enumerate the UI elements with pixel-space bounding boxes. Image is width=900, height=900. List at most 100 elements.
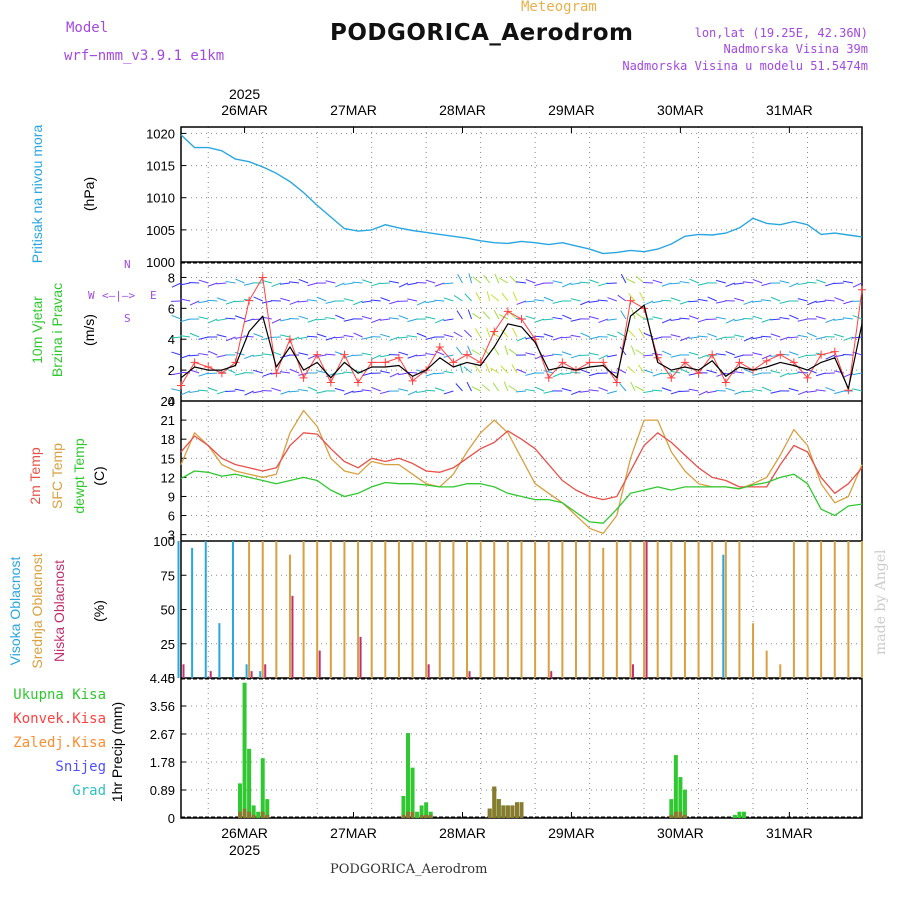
wind-barb <box>606 282 617 285</box>
precip-total-bar <box>732 814 737 818</box>
wind-barb <box>680 368 690 374</box>
wind-barb <box>797 354 808 359</box>
x-tick-label-bottom: 31MAR <box>766 825 813 841</box>
cloud-bar <box>245 664 248 678</box>
wind-barb <box>343 282 354 286</box>
wind-gust-marker <box>858 285 866 294</box>
wind-barb <box>643 390 654 394</box>
wind-barb <box>361 352 372 356</box>
precip-total-bar <box>401 795 406 818</box>
wind-barb <box>361 315 372 320</box>
cloud-bar <box>493 541 496 678</box>
wind-barb <box>543 370 554 374</box>
wind-gust-marker <box>817 350 826 359</box>
wind-barb <box>588 300 599 303</box>
precip-total-bar <box>737 811 742 818</box>
wind-barb <box>434 372 445 375</box>
wind-barb <box>806 390 817 393</box>
x-tick-label-top: 30MAR <box>657 102 704 118</box>
y-tick-label: 2 <box>168 363 175 378</box>
wind-barb <box>706 318 717 321</box>
wind-barb <box>271 282 282 288</box>
wind-barb <box>807 300 817 306</box>
wind-barb <box>815 389 826 392</box>
wind-barb <box>189 300 200 306</box>
precip-total-bar <box>242 682 247 818</box>
location-coordinates: lon,lat (19.25E, 42.36N) <box>694 26 868 40</box>
wind-barb <box>388 353 399 356</box>
wind-barb <box>833 354 844 358</box>
mid-cloud-axis-label: Srednja Oblacnost <box>29 553 45 668</box>
wind-barb <box>761 318 772 323</box>
wind-gust-marker <box>503 307 512 316</box>
wind-barb <box>225 280 236 284</box>
wind-gust-marker <box>326 378 335 387</box>
wind-barb <box>500 365 509 374</box>
wind-barb <box>198 372 209 377</box>
wind-barb <box>362 279 372 284</box>
wind-barb <box>652 372 663 377</box>
wind-barb <box>661 282 672 287</box>
wind-barb <box>570 354 581 359</box>
precip-conv-bar <box>247 811 252 818</box>
wind-barb <box>262 336 272 341</box>
cloud-bar <box>792 541 795 678</box>
wind-barb <box>597 299 608 302</box>
wind-barb <box>289 368 300 374</box>
cloud-bar <box>248 541 251 678</box>
x-tick-label-top: 31MAR <box>766 102 813 118</box>
wind-barb <box>471 386 481 392</box>
station-elevation: Nadmorska Visina 39m <box>723 42 869 56</box>
wind-barb <box>280 318 291 322</box>
wind-barb <box>589 279 599 284</box>
y-tick-label: 25 <box>161 637 175 652</box>
wind-barb <box>425 279 436 284</box>
cloud-bar <box>615 541 618 678</box>
x-tick-label-bottom: 27MAR <box>330 825 377 841</box>
precip-conv-bar <box>487 808 492 818</box>
wind-barb <box>797 282 808 286</box>
wind-gust-marker <box>313 350 322 359</box>
wind-barb <box>398 388 409 392</box>
wind-gust-marker <box>340 350 349 359</box>
precip-conv-bar <box>424 814 429 818</box>
cloud-bar <box>343 541 346 678</box>
wind-barb <box>707 296 717 302</box>
wind-barb <box>398 282 409 288</box>
precip-total-bar <box>410 767 415 818</box>
wind-barb <box>639 291 645 302</box>
wind-barb <box>216 282 227 285</box>
wind-barb <box>670 318 681 322</box>
wind-barb <box>198 300 209 304</box>
precip-total-bar <box>265 799 270 818</box>
cloud-bar <box>209 671 212 678</box>
wind-barb <box>352 390 363 393</box>
wind-barb <box>352 281 363 284</box>
temp-2m-axis-label: 2m Temp <box>27 447 43 505</box>
wind-barb <box>680 336 690 342</box>
temp-sfc-axis-label: SFC Temp <box>49 443 65 509</box>
wind-barb <box>371 386 381 392</box>
wind-barb <box>252 390 263 394</box>
wind-barb <box>743 368 754 374</box>
wind-axis-label-2: Brzina i Pravac <box>49 283 65 377</box>
wind-barb <box>207 282 218 287</box>
wind-barb <box>661 387 672 392</box>
wind-barb <box>171 336 182 339</box>
y-tick-label: 100 <box>153 534 175 549</box>
y-tick-label: 6 <box>168 509 175 524</box>
wind-barb <box>635 349 645 356</box>
wind-barb <box>561 351 572 356</box>
wind-barb <box>534 318 545 323</box>
wind-barb <box>725 350 736 356</box>
cloud-bar <box>427 664 430 678</box>
wind-barb <box>770 296 781 302</box>
wind-barb <box>453 295 463 302</box>
2m-temp-line <box>180 430 863 501</box>
wind-barb <box>486 291 491 302</box>
direction-key-arrows: <—|—> <box>102 289 135 302</box>
wind-barb <box>697 282 708 286</box>
y-tick-label: 50 <box>161 603 175 618</box>
wind-barb <box>475 291 482 302</box>
wind-barb <box>743 336 754 342</box>
